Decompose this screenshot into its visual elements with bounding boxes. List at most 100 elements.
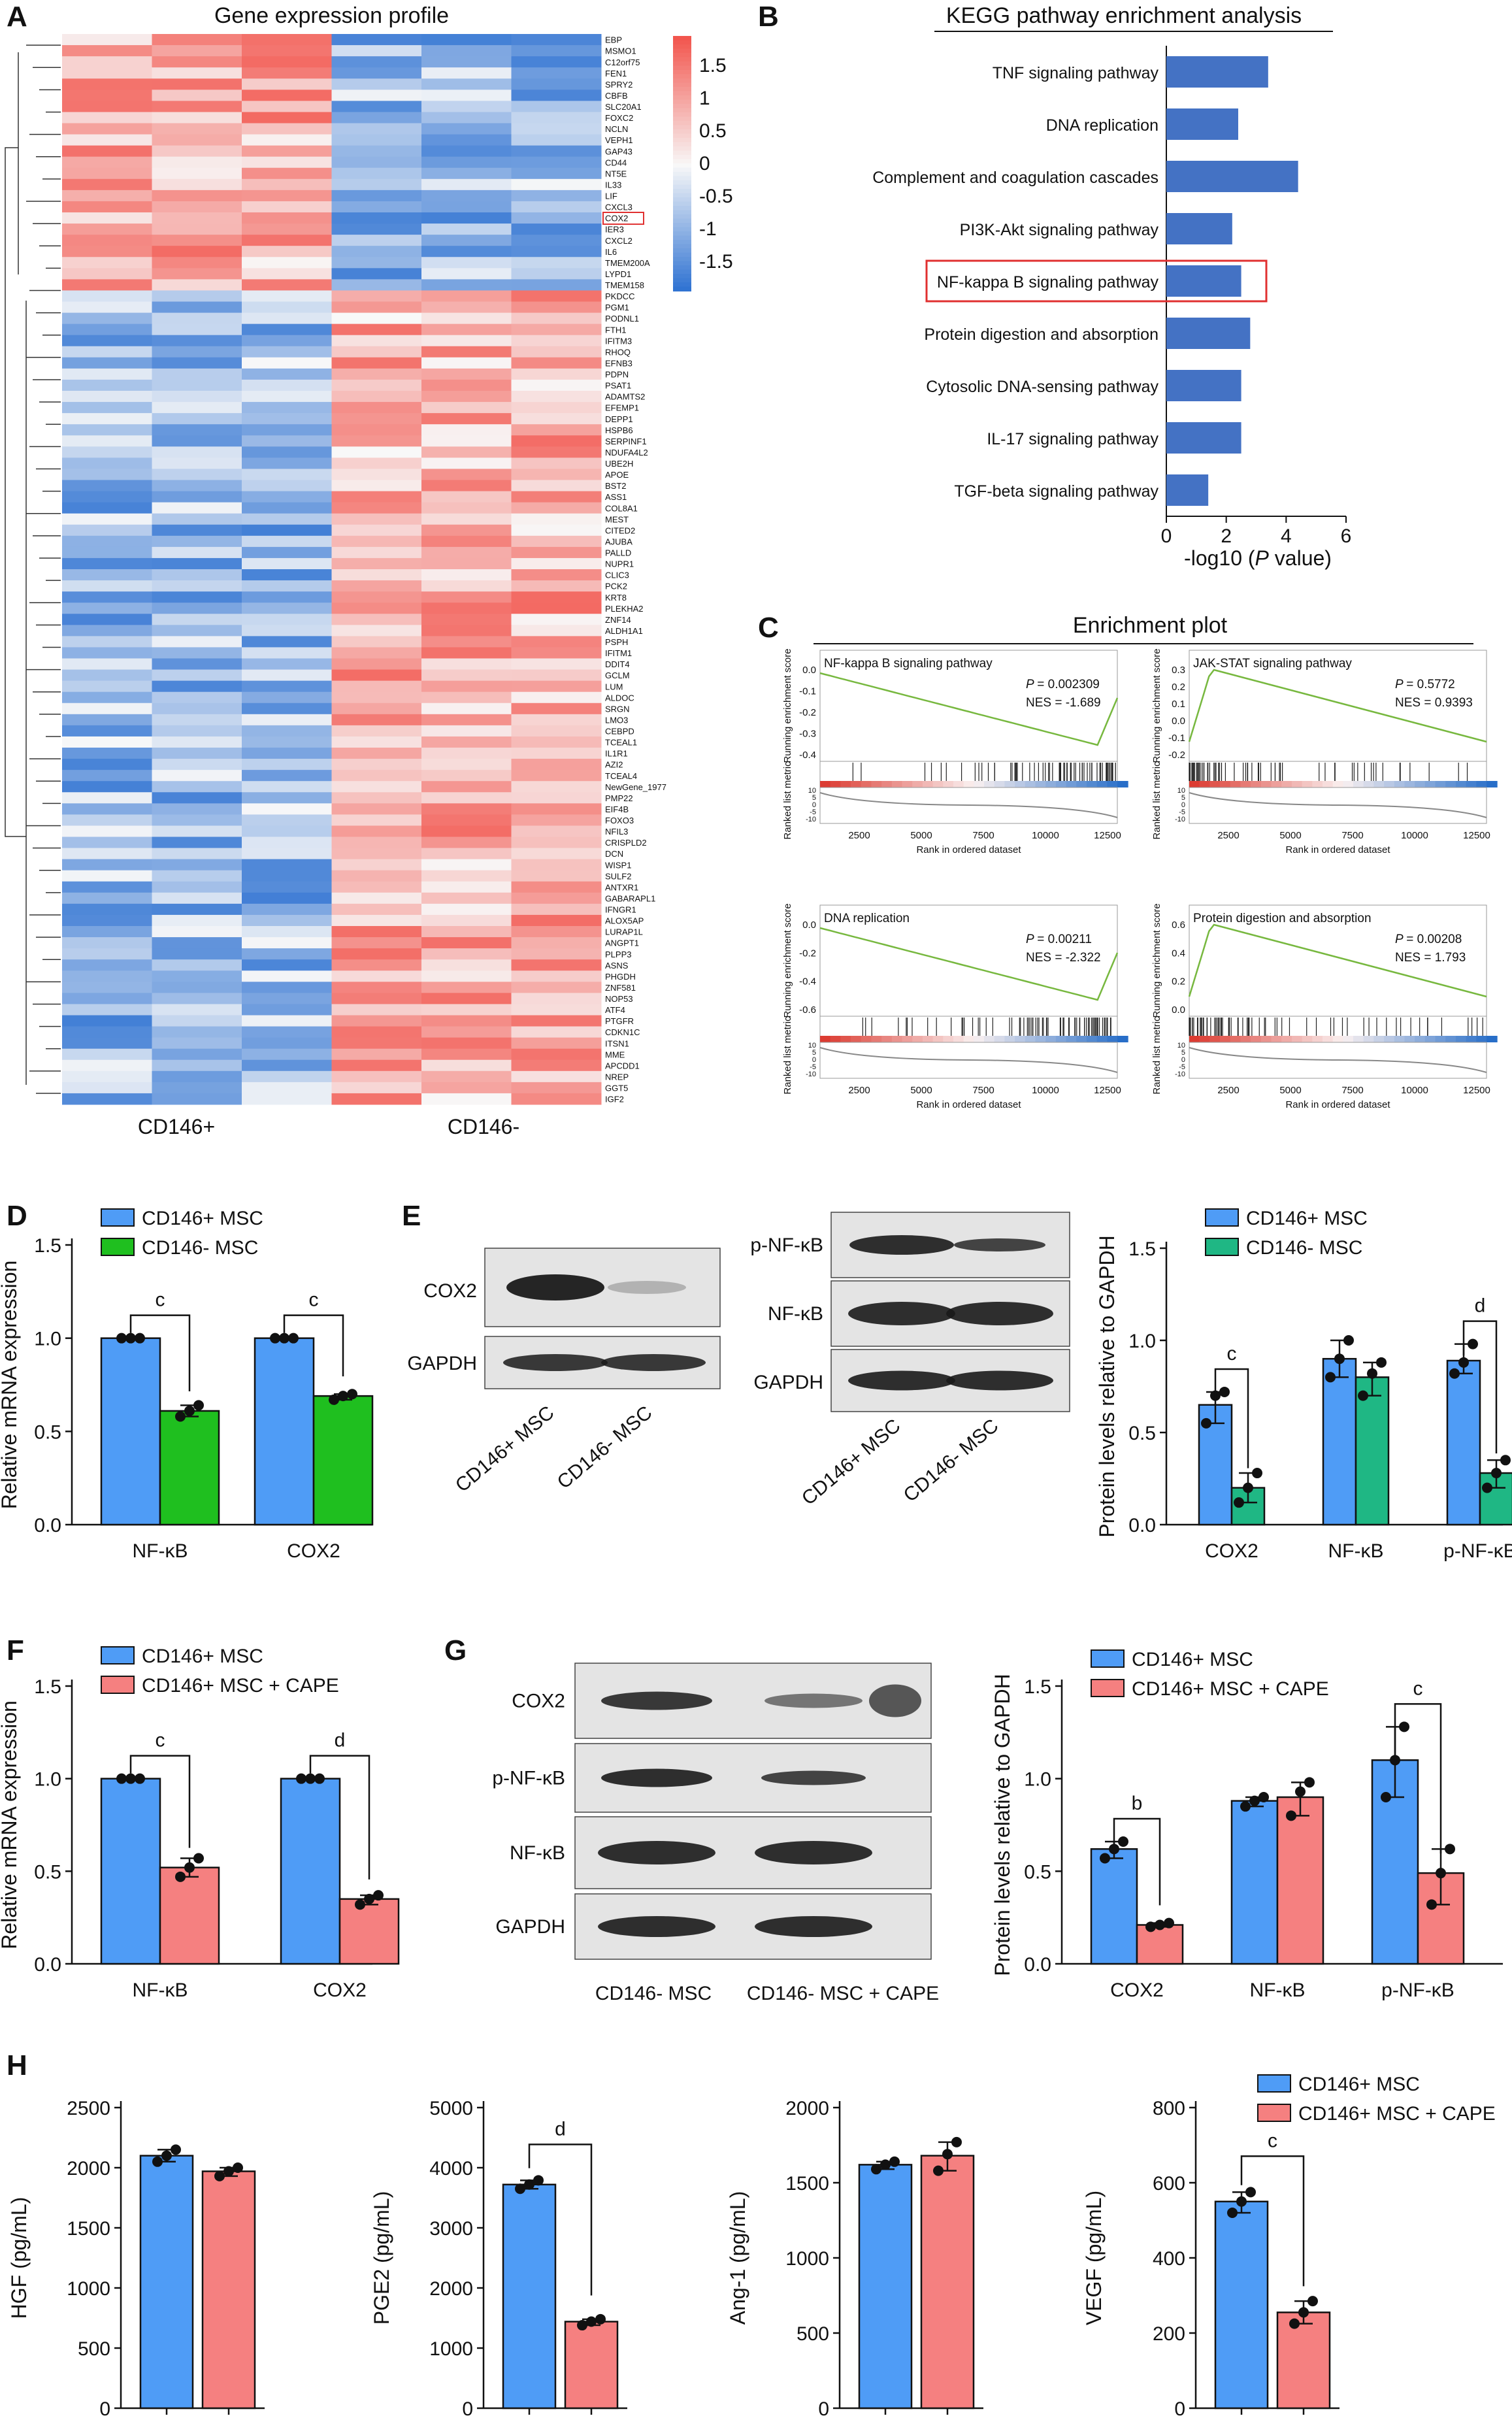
colorbar-step	[673, 155, 691, 160]
significance-bracket	[1394, 1703, 1442, 1854]
gsea-p: P = 0.5772	[1395, 678, 1455, 691]
blot-row-label: p-NF-κB	[750, 1234, 823, 1256]
heatmap-cell	[152, 156, 242, 169]
gene-label: PTGFR	[605, 1016, 634, 1026]
heatmap-cell	[331, 603, 422, 614]
rank-color-bar	[1312, 781, 1323, 787]
gsea-subplot: JAK-STAT signaling pathway P = 0.5772 NES …	[1151, 648, 1498, 855]
y-axis-label: PGE2 (pg/mL)	[370, 2191, 393, 2325]
gene-label: LURAP1L	[605, 927, 643, 937]
heatmap-cell	[242, 391, 332, 403]
heatmap-cell	[242, 569, 332, 581]
colorbar-step	[673, 193, 691, 198]
rank-color-bar	[943, 1036, 954, 1042]
colorbar-step	[673, 159, 691, 164]
rank-color-bar	[1117, 1036, 1128, 1042]
heatmap-cell	[331, 101, 422, 112]
colorbar-step	[673, 167, 691, 173]
heatmap-cell	[152, 993, 242, 1004]
data-point	[1118, 1836, 1128, 1847]
gene-label: LIF	[605, 191, 617, 201]
rank-color-bar	[1281, 1036, 1292, 1042]
heatmap-cell	[62, 413, 152, 425]
metric-tick: -5	[1179, 1063, 1185, 1071]
heatmap-cell	[421, 1015, 512, 1027]
data-point	[1240, 1801, 1251, 1812]
heatmap-cell	[242, 859, 332, 871]
colorbar-step	[673, 172, 691, 177]
heatmap-cell	[511, 1070, 602, 1083]
rank-color-bar	[1424, 781, 1436, 787]
heatmap-cell	[62, 591, 152, 603]
heatmap-cell	[242, 301, 332, 314]
rank-color-bar	[1404, 781, 1416, 787]
heatmap-cell	[62, 914, 152, 927]
heatmap-cell	[152, 636, 242, 648]
gene-label: COL8A1	[605, 503, 638, 513]
rank-color-bar	[1199, 781, 1211, 787]
category-label: NF-kappa B signaling pathway	[937, 273, 1159, 291]
heatmap-cell	[421, 759, 512, 770]
colorbar-step	[673, 176, 691, 181]
heatmap-cell	[421, 948, 512, 960]
rank-color-bar	[1435, 1036, 1447, 1042]
heatmap-cell	[511, 557, 602, 570]
heatmap-cell	[331, 301, 422, 314]
heatmap-cell	[331, 591, 422, 603]
blot-gapdh-left	[484, 1336, 721, 1389]
heatmap-cell	[331, 178, 422, 191]
gene-label: ATF4	[605, 1005, 625, 1015]
heatmap-cell	[421, 90, 512, 101]
rank-color-bar	[1189, 781, 1200, 787]
data-point	[1100, 1853, 1110, 1864]
es-tick: -0.4	[799, 750, 816, 761]
heatmap-cell	[62, 335, 152, 347]
heatmap-cell	[242, 491, 332, 503]
rank-color-bar	[963, 1036, 975, 1042]
heatmap-cell	[242, 870, 332, 882]
rank-tick: 5000	[1279, 1085, 1301, 1096]
heatmap-cell	[62, 759, 152, 770]
dendrogram-node	[18, 52, 27, 1085]
rank-color-bar	[1035, 1036, 1047, 1042]
heatmap-cell	[152, 112, 242, 124]
heatmap-cell	[511, 145, 602, 157]
gsea-nes: NES = 0.9393	[1395, 696, 1473, 710]
significance-bracket	[1462, 1320, 1498, 1454]
heatmap-cell	[62, 1026, 152, 1038]
heatmap-cell	[511, 167, 602, 180]
heatmap-cell	[152, 413, 242, 425]
heatmap-cell	[511, 535, 602, 548]
heatmap-cell	[152, 402, 242, 414]
heatmap-cell	[152, 803, 242, 815]
gene-label: MSMO1	[605, 46, 636, 56]
data-point	[1491, 1468, 1502, 1479]
bar	[1355, 1376, 1390, 1526]
rank-color-bar	[820, 1036, 831, 1042]
metric-axis-label: Ranked list metric	[1151, 1016, 1162, 1095]
rank-color-bar	[912, 781, 923, 787]
gene-label: AJUBA	[605, 537, 633, 546]
heatmap-cell	[511, 190, 602, 202]
rank-color-bar	[851, 781, 862, 787]
data-point	[116, 1333, 127, 1344]
heatmap-cell	[152, 45, 242, 57]
heatmap-cell	[421, 212, 512, 224]
y-tick: 1.5	[1128, 1238, 1156, 1260]
heatmap-cell	[62, 78, 152, 90]
bar	[1166, 370, 1241, 401]
es-tick: 0.2	[1172, 976, 1185, 987]
heatmap-cell	[152, 914, 242, 927]
heatmap-cell	[421, 580, 512, 592]
heatmap-cell	[331, 402, 422, 414]
heatmap-cell	[511, 546, 602, 559]
colorbar-step	[673, 61, 691, 67]
gsea-nes: NES = 1.793	[1395, 951, 1466, 965]
data-point	[595, 2313, 606, 2325]
heatmap-cell	[152, 469, 242, 480]
heatmap-cell	[62, 892, 152, 904]
heatmap-cell	[421, 45, 512, 57]
data-point	[1468, 1338, 1478, 1350]
heatmap-cell	[242, 257, 332, 269]
heatmap-cell	[331, 268, 422, 280]
